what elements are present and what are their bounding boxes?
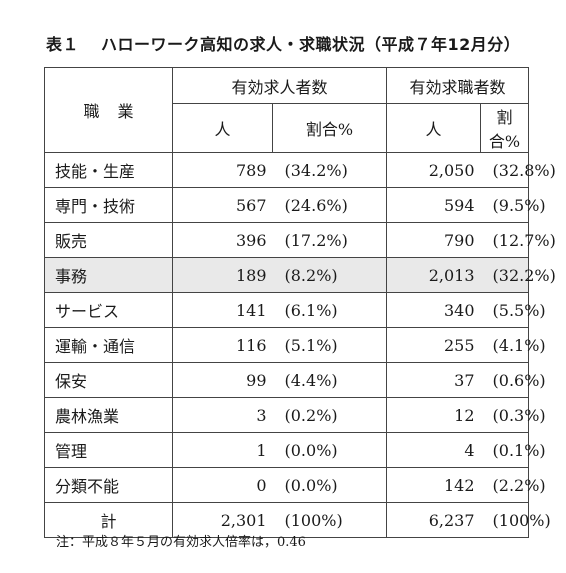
- occupation-cell: 分類不能: [44, 467, 173, 503]
- occupation-cell: サービス: [44, 292, 173, 328]
- total-seekers-share: (100%): [480, 502, 551, 538]
- seekers-cell: 12: [386, 397, 481, 433]
- openings-share-cell: (34.2%): [272, 152, 388, 188]
- footnote: 注：平成８年５月の有効求人倍率は，0.46: [56, 535, 306, 550]
- openings-share-cell: (6.1%): [272, 292, 388, 328]
- subheader-row: 人 割合% 人 割合%: [45, 103, 530, 153]
- openings-share-cell: (8.2%): [272, 257, 388, 293]
- occupation-cell: 管理: [44, 432, 173, 468]
- openings-cell: 116: [172, 327, 273, 363]
- seekers-share-cell: (9.5%): [480, 187, 546, 223]
- table-row: 専門・技術 567 (24.6%) 594 (9.5%): [44, 187, 546, 223]
- seekers-share-cell: (0.6%): [480, 362, 546, 398]
- table-row: 管理 1 (0.0%) 4 (0.1%): [44, 432, 546, 468]
- table-row: 運輸・通信 116 (5.1%) 255 (4.1%): [44, 327, 546, 363]
- table-row: 事務 189 (8.2%) 2,013 (32.2%): [44, 257, 556, 293]
- openings-share-cell: (24.6%): [272, 187, 388, 223]
- openings-cell: 0: [172, 467, 273, 503]
- seekers-cell: 2,050: [386, 152, 481, 188]
- total-openings-share: (100%): [272, 502, 388, 538]
- total-label: 計: [44, 502, 173, 538]
- table-row: 分類不能 0 (0.0%) 142 (2.2%): [44, 467, 546, 503]
- total-seekers: 6,237: [386, 502, 481, 538]
- table-row: サービス 141 (6.1%) 340 (5.5%): [44, 292, 546, 328]
- seekers-cell: 2,013: [386, 257, 481, 293]
- openings-share-cell: (0.2%): [272, 397, 388, 433]
- seekers-share-cell: (32.8%): [480, 152, 556, 188]
- openings-cell: 99: [172, 362, 273, 398]
- openings-share-cell: (4.4%): [272, 362, 388, 398]
- seekers-share-cell: (2.2%): [480, 467, 546, 503]
- table-row: 技能・生産 789 (34.2%) 2,050 (32.8%): [44, 152, 556, 188]
- seekers-cell: 594: [386, 187, 481, 223]
- openings-share-header: 割合%: [271, 103, 388, 153]
- seekers-cell: 790: [386, 222, 481, 258]
- header-row: 職業 有効求人者数 有効求職者数: [44, 67, 530, 153]
- occupation-cell: 農林漁業: [44, 397, 173, 433]
- seekers-cell: 142: [386, 467, 481, 503]
- seekers-cell: 4: [386, 432, 481, 468]
- openings-cell: 1: [172, 432, 273, 468]
- openings-share-cell: (5.1%): [272, 327, 388, 363]
- seekers-share-cell: (0.3%): [480, 397, 546, 433]
- seekers-cell: 340: [386, 292, 481, 328]
- openings-cell: 396: [172, 222, 273, 258]
- openings-share-cell: (0.0%): [272, 467, 388, 503]
- seekers-share-cell: (4.1%): [480, 327, 546, 363]
- openings-share-cell: (17.2%): [272, 222, 388, 258]
- employment-table: 職業 有効求人者数 有効求職者数 人 割合% 人 割合% 技能・生産 789 (34…: [44, 67, 556, 538]
- occupation-cell: 事務: [44, 257, 173, 293]
- seekers-cell: 255: [386, 327, 481, 363]
- openings-count-header: 人: [172, 103, 273, 153]
- openings-cell: 789: [172, 152, 273, 188]
- table-body: 技能・生産 789 (34.2%) 2,050 (32.8%) 専門・技術 567 (24.6…: [44, 152, 556, 503]
- openings-share-cell: (0.0%): [272, 432, 388, 468]
- occupation-cell: 専門・技術: [44, 187, 173, 223]
- table-caption: ハローワーク高知の求人・求職状況（平成７年12月分）: [101, 35, 521, 54]
- occupation-cell: 保安: [44, 362, 173, 398]
- seekers-share-cell: (0.1%): [480, 432, 546, 468]
- openings-cell: 567: [172, 187, 273, 223]
- openings-header: 有効求人者数: [171, 67, 388, 104]
- table-row: 保安 99 (4.4%) 37 (0.6%): [44, 362, 546, 398]
- occupation-header: 職業: [44, 67, 173, 153]
- openings-cell: 189: [172, 257, 273, 293]
- seekers-header: 有効求職者数: [386, 67, 530, 104]
- table-row: 販売 396 (17.2%) 790 (12.7%): [44, 222, 556, 258]
- seekers-cell: 37: [386, 362, 481, 398]
- seekers-share-cell: (12.7%): [480, 222, 556, 258]
- total-openings: 2,301: [172, 502, 273, 538]
- table-title: 表１ ハローワーク高知の求人・求職状況（平成７年12月分）: [46, 31, 520, 55]
- openings-cell: 141: [172, 292, 273, 328]
- seekers-share-header: 割合%: [480, 103, 530, 153]
- openings-cell: 3: [172, 397, 273, 433]
- table-number: 表１: [46, 35, 80, 54]
- occupation-cell: 販売: [44, 222, 173, 258]
- total-row: 計 2,301 (100%) 6,237 (100%): [44, 502, 551, 538]
- seekers-count-header: 人: [386, 103, 482, 153]
- seekers-share-cell: (5.5%): [480, 292, 546, 328]
- occupation-cell: 技能・生産: [44, 152, 173, 188]
- table-row: 農林漁業 3 (0.2%) 12 (0.3%): [44, 397, 546, 433]
- seekers-share-cell: (32.2%): [480, 257, 556, 293]
- occupation-cell: 運輸・通信: [44, 327, 173, 363]
